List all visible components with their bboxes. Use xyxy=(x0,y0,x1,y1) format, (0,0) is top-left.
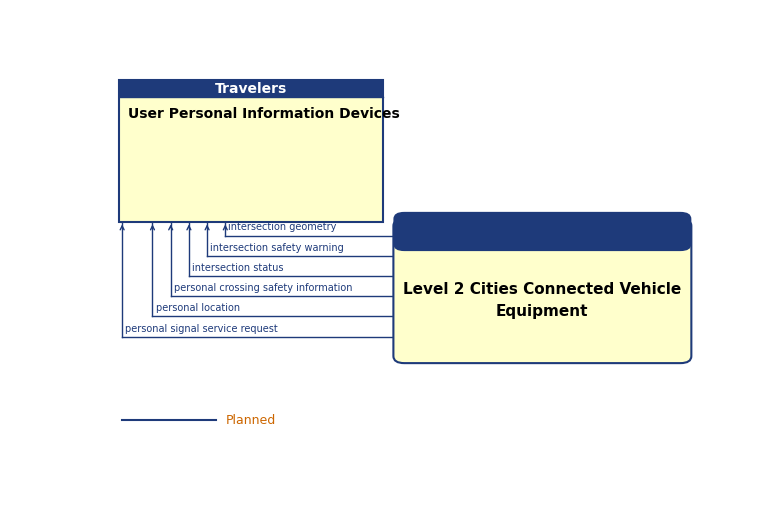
Text: intersection safety warning: intersection safety warning xyxy=(210,243,344,252)
Text: personal crossing safety information: personal crossing safety information xyxy=(174,283,352,293)
Text: User Personal Information Devices: User Personal Information Devices xyxy=(128,107,400,121)
Bar xyxy=(119,80,383,222)
FancyBboxPatch shape xyxy=(393,212,691,251)
Text: intersection geometry: intersection geometry xyxy=(229,223,337,232)
FancyBboxPatch shape xyxy=(393,219,691,363)
Bar xyxy=(119,80,383,97)
Bar xyxy=(404,235,680,244)
Text: personal location: personal location xyxy=(156,304,240,313)
Bar xyxy=(119,97,383,222)
Text: personal signal service request: personal signal service request xyxy=(125,324,278,334)
Text: Level 2 Cities Connected Vehicle
Equipment: Level 2 Cities Connected Vehicle Equipme… xyxy=(403,281,681,319)
Text: intersection status: intersection status xyxy=(192,263,283,273)
Text: Travelers: Travelers xyxy=(215,82,287,95)
Text: Planned: Planned xyxy=(226,414,276,427)
